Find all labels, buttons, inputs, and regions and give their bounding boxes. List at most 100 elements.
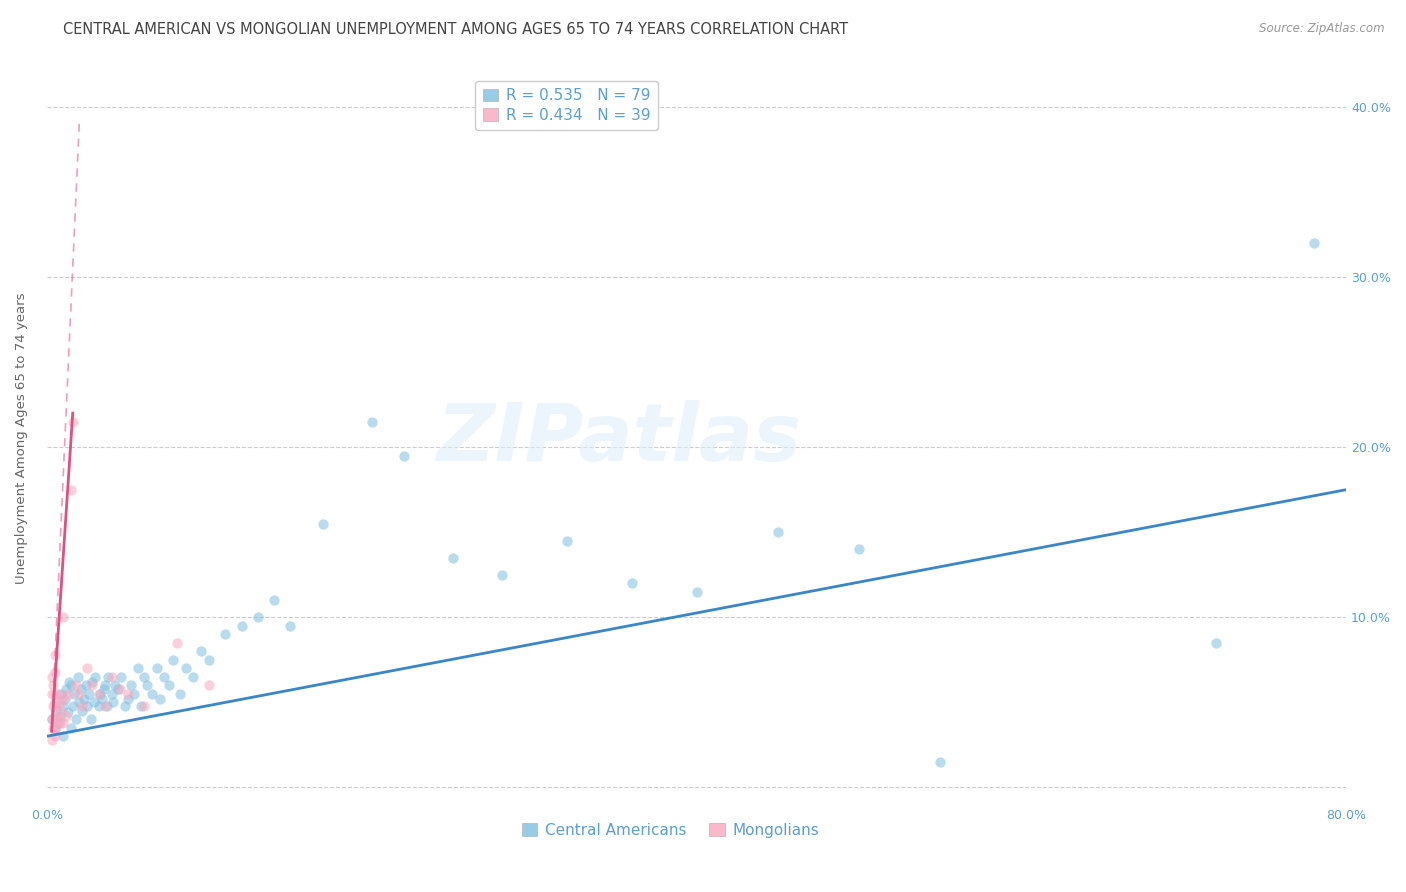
- Point: [60, 678, 83, 692]
- Point: [60, 721, 83, 735]
- Point: [149, 691, 172, 706]
- Point: [89, 687, 111, 701]
- Point: [42, 721, 65, 735]
- Point: [100, 687, 122, 701]
- Point: [94, 698, 117, 713]
- Point: [41, 687, 63, 701]
- Point: [280, 618, 302, 632]
- Point: [176, 661, 198, 675]
- Point: [1205, 636, 1227, 650]
- Point: [41, 712, 63, 726]
- Point: [108, 681, 131, 696]
- Point: [84, 670, 107, 684]
- Point: [120, 678, 142, 692]
- Point: [312, 516, 335, 531]
- Point: [60, 483, 83, 497]
- Point: [91, 691, 114, 706]
- Point: [107, 681, 129, 696]
- Point: [66, 670, 89, 684]
- Point: [42, 678, 65, 692]
- Point: [929, 755, 952, 769]
- Point: [157, 678, 180, 692]
- Point: [65, 678, 87, 692]
- Point: [848, 542, 870, 557]
- Point: [52, 729, 75, 743]
- Point: [48, 709, 70, 723]
- Text: ZIPatlas: ZIPatlas: [436, 400, 801, 477]
- Point: [82, 678, 104, 692]
- Point: [48, 715, 70, 730]
- Point: [46, 712, 69, 726]
- Point: [63, 687, 86, 701]
- Point: [62, 415, 84, 429]
- Point: [1302, 235, 1324, 250]
- Point: [491, 567, 513, 582]
- Point: [110, 670, 132, 684]
- Point: [76, 698, 98, 713]
- Point: [124, 687, 146, 701]
- Point: [75, 678, 97, 692]
- Text: Source: ZipAtlas.com: Source: ZipAtlas.com: [1260, 22, 1385, 36]
- Point: [51, 704, 73, 718]
- Point: [76, 661, 98, 675]
- Point: [231, 618, 253, 632]
- Point: [72, 698, 94, 713]
- Point: [45, 704, 67, 718]
- Point: [56, 687, 79, 701]
- Point: [190, 644, 212, 658]
- Point: [67, 687, 90, 701]
- Point: [45, 698, 67, 713]
- Point: [46, 715, 69, 730]
- Point: [129, 698, 152, 713]
- Point: [52, 698, 75, 713]
- Point: [146, 661, 169, 675]
- Y-axis label: Unemployment Among Ages 65 to 74 years: Unemployment Among Ages 65 to 74 years: [15, 293, 28, 584]
- Point: [82, 674, 104, 689]
- Point: [441, 550, 464, 565]
- Point: [56, 706, 79, 720]
- Point: [70, 681, 93, 696]
- Point: [65, 712, 87, 726]
- Point: [55, 709, 77, 723]
- Point: [555, 533, 578, 548]
- Point: [73, 691, 96, 706]
- Point: [103, 695, 125, 709]
- Point: [214, 627, 236, 641]
- Point: [44, 687, 66, 701]
- Point: [45, 721, 67, 735]
- Point: [44, 721, 66, 735]
- Point: [94, 678, 117, 692]
- Point: [134, 698, 156, 713]
- Point: [79, 712, 101, 726]
- Point: [44, 709, 66, 723]
- Point: [96, 698, 118, 713]
- Point: [48, 695, 70, 709]
- Point: [114, 698, 136, 713]
- Point: [67, 695, 90, 709]
- Point: [263, 593, 285, 607]
- Point: [58, 674, 80, 689]
- Point: [51, 687, 73, 701]
- Point: [42, 698, 65, 713]
- Point: [72, 704, 94, 718]
- Point: [141, 687, 163, 701]
- Point: [53, 691, 76, 706]
- Point: [44, 648, 66, 662]
- Point: [136, 678, 159, 692]
- Point: [169, 687, 191, 701]
- Point: [620, 576, 643, 591]
- Point: [41, 732, 63, 747]
- Text: CENTRAL AMERICAN VS MONGOLIAN UNEMPLOYMENT AMONG AGES 65 TO 74 YEARS CORRELATION: CENTRAL AMERICAN VS MONGOLIAN UNEMPLOYME…: [63, 22, 848, 37]
- Point: [117, 687, 139, 701]
- Point: [62, 698, 84, 713]
- Point: [41, 712, 63, 726]
- Point: [52, 691, 75, 706]
- Point: [117, 691, 139, 706]
- Point: [41, 670, 63, 684]
- Point: [44, 665, 66, 679]
- Point: [46, 687, 69, 701]
- Point: [198, 653, 221, 667]
- Point: [100, 670, 122, 684]
- Point: [198, 678, 221, 692]
- Legend: Central Americans, Mongolians: Central Americans, Mongolians: [516, 817, 825, 844]
